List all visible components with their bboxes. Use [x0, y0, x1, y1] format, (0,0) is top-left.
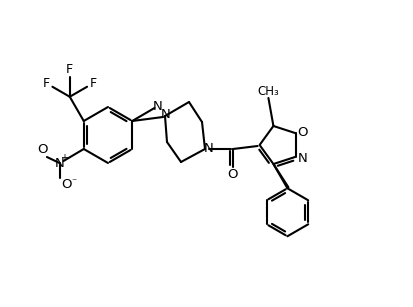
Text: F: F: [89, 77, 97, 90]
Text: N: N: [55, 157, 64, 169]
Text: N: N: [161, 107, 171, 121]
Text: N: N: [152, 99, 162, 112]
Text: O: O: [61, 178, 71, 192]
Text: F: F: [66, 63, 73, 76]
Text: N: N: [204, 142, 214, 154]
Text: O: O: [297, 126, 307, 139]
Text: F: F: [43, 77, 50, 90]
Text: N: N: [297, 152, 307, 165]
Text: O: O: [227, 168, 237, 181]
Text: O: O: [38, 142, 48, 156]
Text: +: +: [60, 153, 68, 163]
Text: ⁻: ⁻: [71, 177, 76, 187]
Text: CH₃: CH₃: [257, 85, 279, 99]
